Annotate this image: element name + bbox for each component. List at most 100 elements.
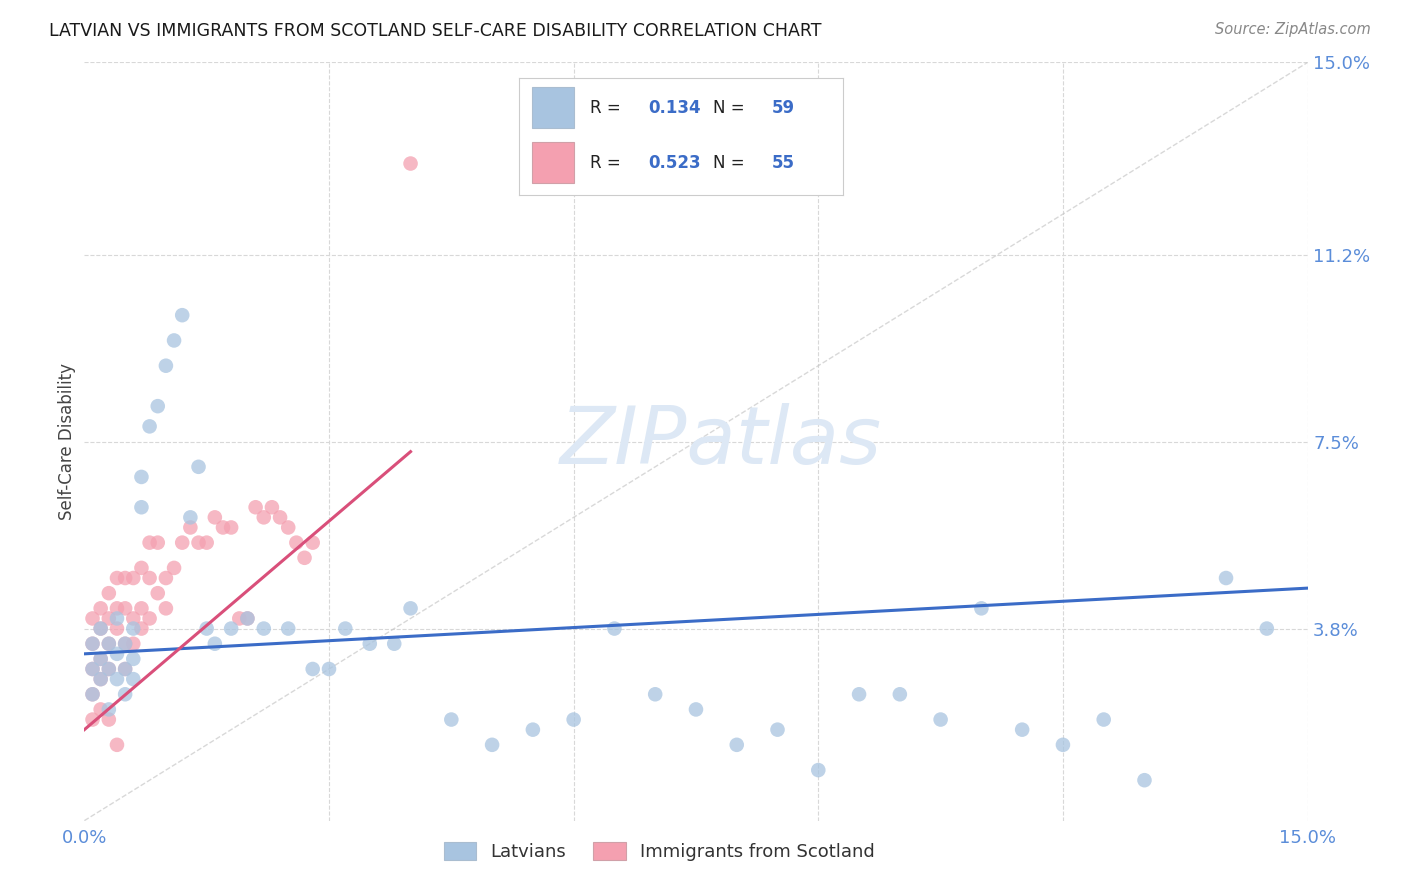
Point (114, 662, 136, 676)
Point (97, 702, 120, 716)
Point (90, 652, 112, 666)
Point (603, 622, 626, 636)
Point (155, 601, 177, 615)
Point (138, 611, 160, 625)
Y-axis label: Self-Care Disability: Self-Care Disability (58, 363, 76, 520)
Point (269, 510, 291, 524)
Point (131, 561, 153, 575)
Point (146, 586, 169, 600)
Point (212, 520, 235, 534)
Point (195, 622, 218, 636)
Point (114, 637, 136, 651)
Point (138, 535, 160, 549)
Point (105, 571, 128, 585)
Point (1215, 571, 1237, 585)
Point (1011, 723, 1033, 737)
Point (82, 637, 104, 651)
Point (97, 637, 120, 651)
Point (277, 520, 299, 534)
Point (82, 713, 104, 727)
Point (245, 500, 267, 515)
Text: LATVIAN VS IMMIGRANTS FROM SCOTLAND SELF-CARE DISABILITY CORRELATION CHART: LATVIAN VS IMMIGRANTS FROM SCOTLAND SELF… (49, 22, 821, 40)
Point (105, 647, 128, 661)
Point (105, 672, 128, 686)
Point (114, 571, 136, 585)
Point (138, 571, 160, 585)
Point (204, 637, 226, 651)
Point (114, 637, 136, 651)
Text: ZIPatlas: ZIPatlas (560, 402, 882, 481)
Point (399, 601, 422, 615)
Point (219, 520, 242, 534)
Point (131, 601, 153, 615)
Point (1052, 738, 1074, 752)
Point (807, 763, 830, 777)
Point (122, 637, 145, 651)
Point (97, 662, 120, 676)
Point (97, 713, 120, 727)
Point (105, 601, 128, 615)
Point (766, 723, 789, 737)
Point (970, 601, 993, 615)
Point (97, 662, 120, 676)
Point (253, 622, 276, 636)
Point (114, 687, 136, 701)
Point (685, 702, 707, 716)
Point (228, 611, 250, 625)
Text: Source: ZipAtlas.com: Source: ZipAtlas.com (1215, 22, 1371, 37)
Point (97, 611, 120, 625)
Point (82, 637, 104, 651)
Point (97, 637, 120, 651)
Point (187, 459, 209, 474)
Point (122, 652, 145, 666)
Point (114, 601, 136, 615)
Point (219, 622, 242, 636)
Point (90, 601, 112, 615)
Point (1256, 622, 1278, 636)
Point (97, 586, 120, 600)
Point (155, 571, 177, 585)
Point (644, 687, 666, 701)
Point (253, 510, 276, 524)
Point (131, 622, 153, 636)
Point (399, 156, 422, 170)
Point (889, 687, 911, 701)
Point (146, 535, 169, 549)
Point (122, 571, 145, 585)
Point (105, 738, 128, 752)
Point (1133, 773, 1156, 788)
Point (172, 308, 194, 322)
Point (122, 611, 145, 625)
Point (359, 637, 381, 651)
Point (82, 687, 104, 701)
Point (522, 723, 544, 737)
Point (440, 713, 463, 727)
Point (236, 611, 259, 625)
Point (138, 419, 160, 434)
Point (122, 672, 145, 686)
Point (1092, 713, 1115, 727)
Point (285, 535, 308, 549)
Point (90, 702, 112, 716)
Point (335, 622, 357, 636)
Legend: Latvians, Immigrants from Scotland: Latvians, Immigrants from Scotland (436, 835, 882, 869)
Point (82, 611, 104, 625)
Point (382, 637, 405, 651)
Point (204, 510, 226, 524)
Point (105, 622, 128, 636)
Point (90, 622, 112, 636)
Point (236, 611, 259, 625)
Point (90, 622, 112, 636)
Point (260, 500, 283, 515)
Point (131, 470, 153, 484)
Point (82, 662, 104, 676)
Point (114, 662, 136, 676)
Point (929, 713, 952, 727)
Point (105, 611, 128, 625)
Point (187, 535, 209, 549)
Point (90, 672, 112, 686)
Point (318, 662, 340, 676)
Point (195, 535, 218, 549)
Point (301, 535, 323, 549)
Point (131, 500, 153, 515)
